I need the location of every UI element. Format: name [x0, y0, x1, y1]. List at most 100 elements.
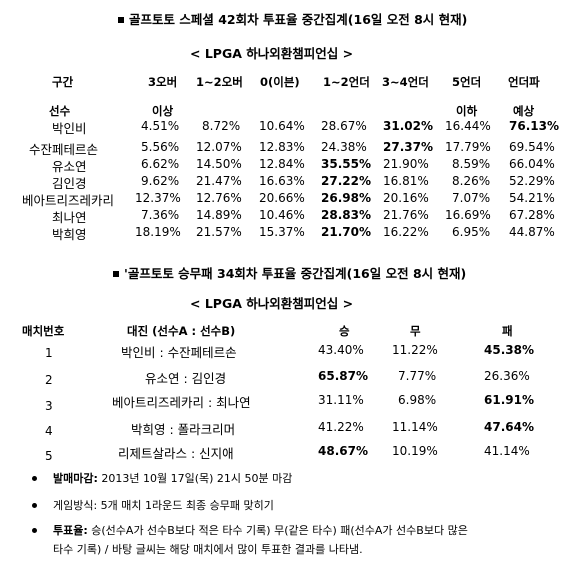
value-cell: 4.51%	[141, 119, 180, 133]
value-cell: 28.67%	[321, 119, 367, 133]
lose-rate: 26.36%	[484, 369, 530, 383]
value-cell: 15.37%	[259, 225, 305, 239]
header-draw: 무	[410, 324, 421, 338]
value-cell: 21.57%	[196, 225, 242, 239]
section2-subtitle: < LPGA 하나외환챔피언십 >	[190, 296, 354, 311]
value-cell: 52.29%	[509, 174, 555, 188]
header-win: 승	[339, 324, 350, 338]
value-cell: 16.63%	[259, 174, 305, 188]
section2-title: '골프토토 승무패 34회차 투표율 중간집계(16일 오전 8시 현재)	[113, 263, 466, 282]
player-name: 최나연	[52, 210, 87, 225]
lose-rate: 41.14%	[484, 444, 530, 458]
header-12under: 1~2언더	[323, 75, 370, 89]
lose-rate-highlight: 45.38%	[484, 343, 534, 357]
player-name: 박인비	[52, 121, 87, 136]
value-cell: 16.69%	[445, 208, 491, 222]
draw-rate: 7.77%	[398, 369, 437, 383]
value-cell-highlight: 26.98%	[321, 191, 371, 205]
value-cell: 12.83%	[259, 140, 305, 154]
draw-rate: 11.14%	[392, 420, 438, 434]
game-method-note: 게임방식: 5개 매치 1라운드 최종 승무패 맞히기	[53, 499, 274, 512]
value-cell-highlight: 35.55%	[321, 157, 371, 171]
value-cell: 17.79%	[445, 140, 491, 154]
value-cell: 5.56%	[141, 140, 180, 154]
match-number: 5	[45, 449, 53, 463]
match-number: 1	[45, 346, 53, 360]
value-cell: 12.07%	[196, 140, 242, 154]
vote-rate-label: 투표율:	[53, 524, 88, 537]
value-cell: 54.21%	[509, 191, 555, 205]
header-12over: 1~2오버	[196, 75, 243, 89]
match-pair: 리제트살라스 : 신지애	[118, 446, 234, 461]
lose-rate-highlight: 61.91%	[484, 393, 534, 407]
header-matchup: 대진 (선수A : 선수B)	[127, 324, 236, 338]
player-name: 김인경	[52, 176, 87, 191]
value-cell: 10.46%	[259, 208, 305, 222]
square-bullet-icon	[118, 16, 124, 23]
player-name: 수잔페테르손	[29, 142, 99, 157]
subheader-player: 선수	[49, 104, 71, 118]
value-cell-highlight: 28.83%	[321, 208, 371, 222]
deadline-value: 2013년 10월 17일(목) 21시 50분 마감	[101, 472, 293, 485]
value-cell: 44.87%	[509, 225, 555, 239]
value-cell: 8.26%	[452, 174, 491, 188]
value-cell: 21.47%	[196, 174, 242, 188]
value-cell-highlight: 27.37%	[383, 140, 433, 154]
value-cell: 16.22%	[383, 225, 429, 239]
subheader-over: 이상	[152, 104, 174, 118]
win-rate: 31.11%	[318, 393, 364, 407]
header-34under: 3~4언더	[382, 75, 429, 89]
bullet-dot-icon	[32, 503, 37, 508]
vote-rate-line1: 승(선수A가 선수B보다 적은 타수 기록) 무(같은 타수) 패(선수A가 선…	[91, 524, 468, 537]
draw-rate: 6.98%	[398, 393, 437, 407]
match-number: 3	[45, 399, 53, 413]
value-cell: 18.19%	[135, 225, 181, 239]
win-rate-highlight: 65.87%	[318, 369, 368, 383]
value-cell: 66.04%	[509, 157, 555, 171]
value-cell: 21.90%	[383, 157, 429, 171]
value-cell: 7.36%	[141, 208, 180, 222]
match-pair: 박희영 : 폴라크리머	[131, 422, 236, 437]
match-number: 4	[45, 424, 53, 438]
value-cell: 6.95%	[452, 225, 491, 239]
vote-rate-note: 투표율: 승(선수A가 선수B보다 적은 타수 기록) 무(같은 타수) 패(선…	[53, 522, 468, 538]
header-even: 0(이븐)	[260, 75, 300, 89]
value-cell: 24.38%	[321, 140, 367, 154]
value-cell: 12.84%	[259, 157, 305, 171]
deadline-label: 발매마감:	[53, 472, 98, 485]
vote-rate-line2: 타수 기록) / 바탕 글씨는 해당 매치에서 많이 투표한 결과를 나타냄.	[53, 543, 363, 556]
win-rate: 41.22%	[318, 420, 364, 434]
bullet-dot-icon	[32, 476, 37, 481]
header-underpar: 언더파	[508, 75, 540, 89]
square-bullet-icon	[113, 270, 119, 277]
value-cell: 20.66%	[259, 191, 305, 205]
player-name: 박희영	[52, 227, 87, 242]
player-name: 베아트리즈레카리	[22, 193, 115, 208]
value-cell: 6.62%	[141, 157, 180, 171]
match-pair: 박인비 : 수잔페테르손	[121, 345, 237, 360]
value-cell: 9.62%	[141, 174, 180, 188]
subheader-under5: 이하	[456, 104, 478, 118]
value-cell: 16.81%	[383, 174, 429, 188]
value-cell: 10.64%	[259, 119, 305, 133]
value-cell: 7.07%	[452, 191, 491, 205]
header-range: 구간	[52, 75, 74, 89]
bullet-dot-icon	[32, 528, 37, 533]
player-name: 유소연	[52, 159, 87, 174]
win-rate-highlight: 48.67%	[318, 444, 368, 458]
value-cell: 8.59%	[452, 157, 491, 171]
deadline-note: 발매마감: 2013년 10월 17일(목) 21시 50분 마감	[53, 470, 292, 486]
value-cell: 67.28%	[509, 208, 555, 222]
section1-subtitle: < LPGA 하나외환챔피언십 >	[190, 46, 354, 61]
match-pair: 베아트리즈레카리 : 최나연	[112, 395, 251, 410]
value-cell: 21.76%	[383, 208, 429, 222]
section1-title: 골프토토 스페셜 42회차 투표율 중간집계(16일 오전 8시 현재)	[118, 9, 467, 28]
lose-rate-highlight: 47.64%	[484, 420, 534, 434]
value-cell: 69.54%	[509, 140, 555, 154]
match-pair: 유소연 : 김인경	[145, 371, 227, 386]
value-cell: 14.89%	[196, 208, 242, 222]
subheader-underpar: 예상	[513, 104, 535, 118]
header-match-no: 매치번호	[22, 324, 65, 338]
value-cell: 16.44%	[445, 119, 491, 133]
value-cell: 12.76%	[196, 191, 242, 205]
